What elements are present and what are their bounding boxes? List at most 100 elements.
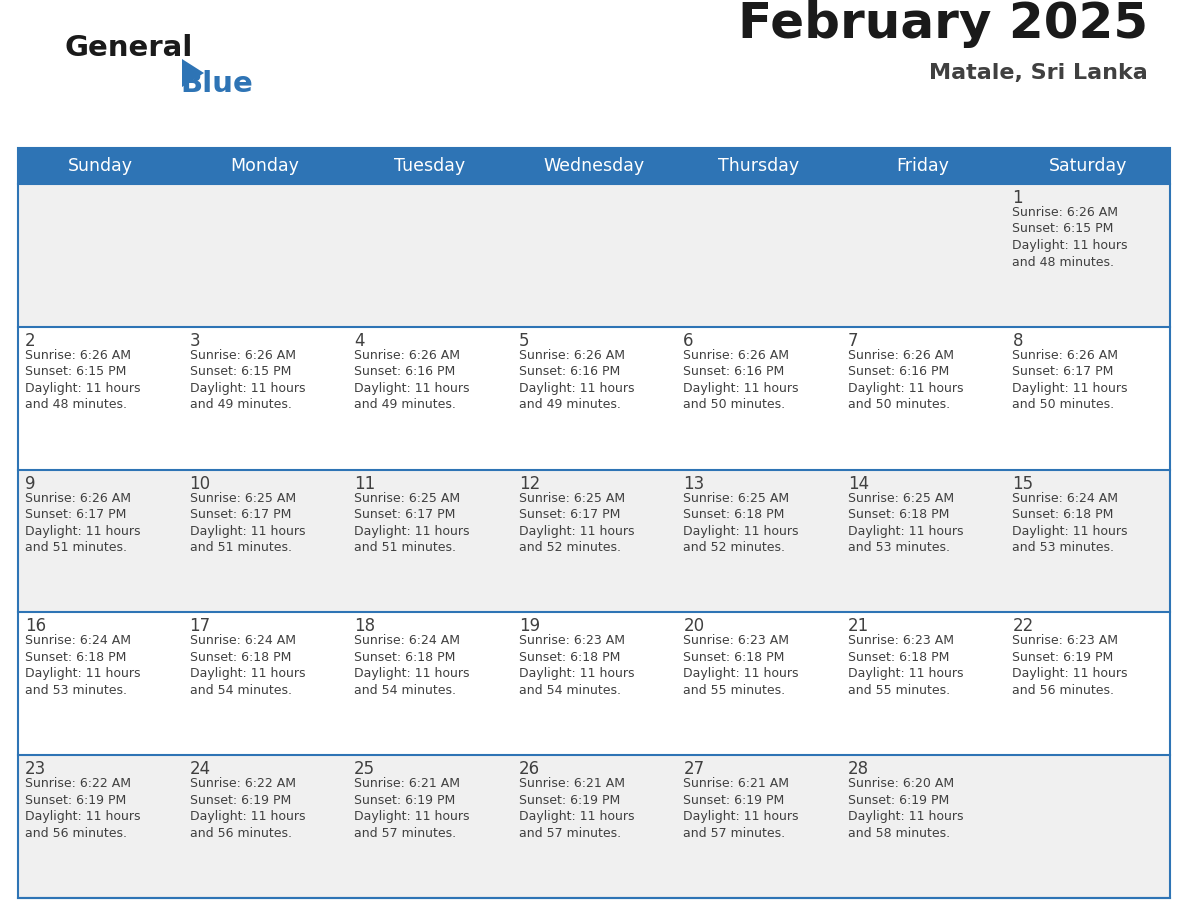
Text: Sunset: 6:18 PM: Sunset: 6:18 PM bbox=[683, 651, 784, 664]
Text: Sunrise: 6:20 AM: Sunrise: 6:20 AM bbox=[848, 778, 954, 790]
Text: Sunset: 6:15 PM: Sunset: 6:15 PM bbox=[190, 365, 291, 378]
Text: Sunrise: 6:24 AM: Sunrise: 6:24 AM bbox=[25, 634, 131, 647]
Text: and 54 minutes.: and 54 minutes. bbox=[190, 684, 291, 697]
Text: Blue: Blue bbox=[181, 70, 253, 98]
Text: and 49 minutes.: and 49 minutes. bbox=[519, 398, 620, 411]
Text: Sunday: Sunday bbox=[68, 157, 133, 175]
Text: 16: 16 bbox=[25, 618, 46, 635]
Text: 3: 3 bbox=[190, 331, 201, 350]
Text: Daylight: 11 hours: Daylight: 11 hours bbox=[190, 667, 305, 680]
Text: 18: 18 bbox=[354, 618, 375, 635]
Text: 21: 21 bbox=[848, 618, 870, 635]
Text: Daylight: 11 hours: Daylight: 11 hours bbox=[848, 524, 963, 538]
FancyBboxPatch shape bbox=[18, 470, 1170, 612]
FancyBboxPatch shape bbox=[18, 184, 1170, 327]
Text: Saturday: Saturday bbox=[1049, 157, 1127, 175]
Text: Sunrise: 6:25 AM: Sunrise: 6:25 AM bbox=[354, 492, 460, 505]
Text: 13: 13 bbox=[683, 475, 704, 493]
Text: Sunset: 6:19 PM: Sunset: 6:19 PM bbox=[519, 794, 620, 807]
Text: and 51 minutes.: and 51 minutes. bbox=[190, 541, 291, 554]
Text: Sunrise: 6:26 AM: Sunrise: 6:26 AM bbox=[1012, 349, 1118, 362]
Text: Daylight: 11 hours: Daylight: 11 hours bbox=[190, 524, 305, 538]
Text: Sunset: 6:16 PM: Sunset: 6:16 PM bbox=[519, 365, 620, 378]
Text: 14: 14 bbox=[848, 475, 868, 493]
Text: Daylight: 11 hours: Daylight: 11 hours bbox=[848, 811, 963, 823]
Text: Daylight: 11 hours: Daylight: 11 hours bbox=[519, 667, 634, 680]
FancyBboxPatch shape bbox=[18, 756, 1170, 898]
Text: Sunrise: 6:25 AM: Sunrise: 6:25 AM bbox=[190, 492, 296, 505]
Text: Sunset: 6:19 PM: Sunset: 6:19 PM bbox=[190, 794, 291, 807]
Text: Sunrise: 6:21 AM: Sunrise: 6:21 AM bbox=[354, 778, 460, 790]
Text: Sunset: 6:18 PM: Sunset: 6:18 PM bbox=[848, 508, 949, 521]
Text: Daylight: 11 hours: Daylight: 11 hours bbox=[683, 524, 798, 538]
Text: Sunrise: 6:24 AM: Sunrise: 6:24 AM bbox=[1012, 492, 1118, 505]
Text: Daylight: 11 hours: Daylight: 11 hours bbox=[354, 811, 469, 823]
Text: 27: 27 bbox=[683, 760, 704, 778]
Text: Sunrise: 6:26 AM: Sunrise: 6:26 AM bbox=[25, 492, 131, 505]
Text: and 56 minutes.: and 56 minutes. bbox=[25, 827, 127, 840]
Text: 8: 8 bbox=[1012, 331, 1023, 350]
Text: 10: 10 bbox=[190, 475, 210, 493]
Text: Sunrise: 6:26 AM: Sunrise: 6:26 AM bbox=[848, 349, 954, 362]
Text: 23: 23 bbox=[25, 760, 46, 778]
Text: and 50 minutes.: and 50 minutes. bbox=[848, 398, 950, 411]
FancyBboxPatch shape bbox=[18, 327, 1170, 470]
Text: Sunset: 6:17 PM: Sunset: 6:17 PM bbox=[190, 508, 291, 521]
Text: Sunset: 6:18 PM: Sunset: 6:18 PM bbox=[683, 508, 784, 521]
Text: Sunrise: 6:24 AM: Sunrise: 6:24 AM bbox=[190, 634, 296, 647]
Text: Sunrise: 6:26 AM: Sunrise: 6:26 AM bbox=[683, 349, 789, 362]
Text: and 51 minutes.: and 51 minutes. bbox=[25, 541, 127, 554]
Text: Sunset: 6:16 PM: Sunset: 6:16 PM bbox=[683, 365, 784, 378]
Text: 6: 6 bbox=[683, 331, 694, 350]
Text: and 57 minutes.: and 57 minutes. bbox=[354, 827, 456, 840]
Text: Sunrise: 6:23 AM: Sunrise: 6:23 AM bbox=[683, 634, 789, 647]
Text: Sunrise: 6:26 AM: Sunrise: 6:26 AM bbox=[519, 349, 625, 362]
Text: Daylight: 11 hours: Daylight: 11 hours bbox=[190, 382, 305, 395]
Text: Sunset: 6:19 PM: Sunset: 6:19 PM bbox=[848, 794, 949, 807]
Text: Sunset: 6:18 PM: Sunset: 6:18 PM bbox=[25, 651, 126, 664]
Text: Sunrise: 6:21 AM: Sunrise: 6:21 AM bbox=[683, 778, 789, 790]
Text: Sunset: 6:18 PM: Sunset: 6:18 PM bbox=[1012, 508, 1114, 521]
Text: and 50 minutes.: and 50 minutes. bbox=[683, 398, 785, 411]
Text: 19: 19 bbox=[519, 618, 539, 635]
Text: Daylight: 11 hours: Daylight: 11 hours bbox=[25, 811, 140, 823]
Text: and 53 minutes.: and 53 minutes. bbox=[848, 541, 950, 554]
Polygon shape bbox=[182, 59, 204, 87]
Text: Sunrise: 6:26 AM: Sunrise: 6:26 AM bbox=[354, 349, 460, 362]
Text: Daylight: 11 hours: Daylight: 11 hours bbox=[190, 811, 305, 823]
Text: Daylight: 11 hours: Daylight: 11 hours bbox=[683, 811, 798, 823]
Text: Monday: Monday bbox=[230, 157, 299, 175]
Text: and 57 minutes.: and 57 minutes. bbox=[683, 827, 785, 840]
Text: Daylight: 11 hours: Daylight: 11 hours bbox=[1012, 239, 1127, 252]
Text: 17: 17 bbox=[190, 618, 210, 635]
Text: Thursday: Thursday bbox=[718, 157, 800, 175]
Text: 20: 20 bbox=[683, 618, 704, 635]
Text: February 2025: February 2025 bbox=[738, 0, 1148, 48]
Text: Sunset: 6:16 PM: Sunset: 6:16 PM bbox=[354, 365, 455, 378]
Text: and 56 minutes.: and 56 minutes. bbox=[190, 827, 291, 840]
Text: Daylight: 11 hours: Daylight: 11 hours bbox=[354, 524, 469, 538]
Text: 28: 28 bbox=[848, 760, 868, 778]
Text: Sunrise: 6:25 AM: Sunrise: 6:25 AM bbox=[848, 492, 954, 505]
Text: General: General bbox=[65, 34, 194, 62]
Text: Sunset: 6:19 PM: Sunset: 6:19 PM bbox=[354, 794, 455, 807]
Text: Daylight: 11 hours: Daylight: 11 hours bbox=[683, 667, 798, 680]
Text: Daylight: 11 hours: Daylight: 11 hours bbox=[519, 382, 634, 395]
Text: Sunset: 6:17 PM: Sunset: 6:17 PM bbox=[25, 508, 126, 521]
Text: Tuesday: Tuesday bbox=[394, 157, 465, 175]
Text: Sunrise: 6:26 AM: Sunrise: 6:26 AM bbox=[190, 349, 296, 362]
Text: and 53 minutes.: and 53 minutes. bbox=[25, 684, 127, 697]
Text: Sunset: 6:16 PM: Sunset: 6:16 PM bbox=[848, 365, 949, 378]
Text: Daylight: 11 hours: Daylight: 11 hours bbox=[1012, 524, 1127, 538]
Text: Daylight: 11 hours: Daylight: 11 hours bbox=[1012, 382, 1127, 395]
Text: 25: 25 bbox=[354, 760, 375, 778]
Text: 26: 26 bbox=[519, 760, 539, 778]
Text: and 52 minutes.: and 52 minutes. bbox=[683, 541, 785, 554]
Text: and 49 minutes.: and 49 minutes. bbox=[354, 398, 456, 411]
Text: Sunrise: 6:23 AM: Sunrise: 6:23 AM bbox=[848, 634, 954, 647]
Text: Sunrise: 6:26 AM: Sunrise: 6:26 AM bbox=[25, 349, 131, 362]
Text: and 54 minutes.: and 54 minutes. bbox=[519, 684, 620, 697]
Text: and 52 minutes.: and 52 minutes. bbox=[519, 541, 620, 554]
Text: and 49 minutes.: and 49 minutes. bbox=[190, 398, 291, 411]
Text: Daylight: 11 hours: Daylight: 11 hours bbox=[354, 382, 469, 395]
